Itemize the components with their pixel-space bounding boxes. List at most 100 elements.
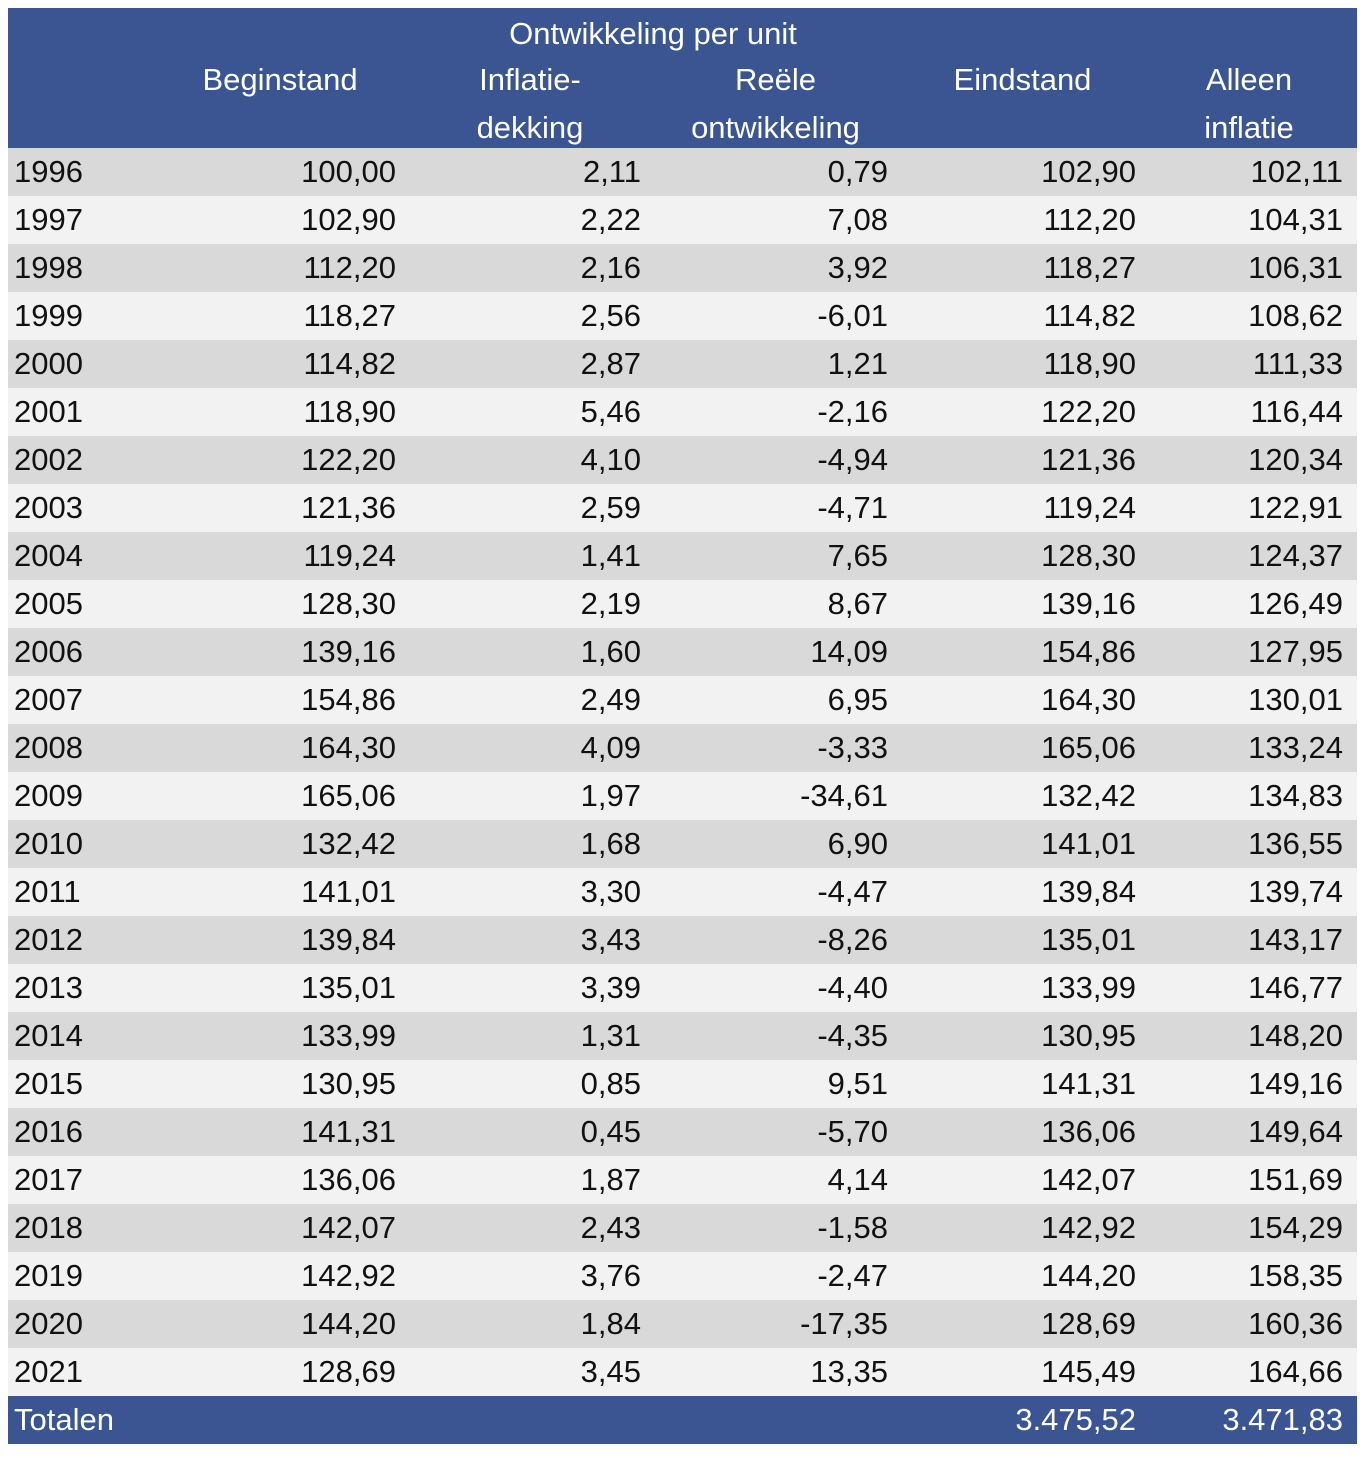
- cell-alleen-inflatie: 134,83: [1248, 778, 1343, 813]
- cell-eindstand: 118,27: [1043, 250, 1136, 285]
- cell-reele-ontwikkeling: 6,95: [827, 682, 888, 717]
- footer-eind-total: 3.475,52: [1015, 1402, 1136, 1437]
- header-eindstand: Eindstand: [953, 62, 1092, 97]
- cell-eindstand: 141,31: [1041, 1066, 1136, 1101]
- cell-alleen-inflatie: 108,62: [1248, 298, 1343, 333]
- cell-reele-ontwikkeling: 0,79: [827, 154, 888, 189]
- cell-alleen-inflatie: 124,37: [1248, 538, 1343, 573]
- cell-beginstand: 102,90: [301, 202, 396, 237]
- cell-reele-ontwikkeling: 7,65: [827, 538, 888, 573]
- cell-reele-ontwikkeling: -2,47: [817, 1258, 888, 1293]
- table-row: 2004 119,24 1,41 7,65 128,30 124,37: [8, 532, 1357, 580]
- cell-beginstand: 119,24: [303, 538, 396, 573]
- cell-reele-ontwikkeling: 8,67: [827, 586, 888, 621]
- table-row: 1996 100,00 2,11 0,79 102,90 102,11: [8, 148, 1357, 196]
- cell-inflatie-dekking: 2,43: [580, 1210, 641, 1245]
- cell-reele-ontwikkeling: -2,16: [817, 394, 888, 429]
- table-row: 2000 114,82 2,87 1,21 118,90 111,33: [8, 340, 1357, 388]
- cell-inflatie-dekking: 2,56: [580, 298, 641, 333]
- cell-year: 2016: [14, 1114, 83, 1149]
- cell-beginstand: 130,95: [301, 1066, 396, 1101]
- table-row: 2018 142,07 2,43 -1,58 142,92 154,29: [8, 1204, 1357, 1252]
- cell-alleen-inflatie: 158,35: [1248, 1258, 1343, 1293]
- table-row: 2019 142,92 3,76 -2,47 144,20 158,35: [8, 1252, 1357, 1300]
- cell-reele-ontwikkeling: -1,58: [817, 1210, 888, 1245]
- table-row: 2017 136,06 1,87 4,14 142,07 151,69: [8, 1156, 1357, 1204]
- cell-beginstand: 121,36: [301, 490, 396, 525]
- cell-inflatie-dekking: 1,68: [580, 826, 641, 861]
- cell-reele-ontwikkeling: -34,61: [800, 778, 888, 813]
- cell-reele-ontwikkeling: -3,33: [817, 730, 888, 765]
- table-row: 1998 112,20 2,16 3,92 118,27 106,31: [8, 244, 1357, 292]
- table-row: 2010 132,42 1,68 6,90 141,01 136,55: [8, 820, 1357, 868]
- cell-beginstand: 164,30: [301, 730, 396, 765]
- cell-reele-ontwikkeling: -4,94: [817, 442, 888, 477]
- cell-alleen-inflatie: 116,44: [1250, 394, 1343, 429]
- cell-eindstand: 144,20: [1041, 1258, 1136, 1293]
- cell-eindstand: 165,06: [1041, 730, 1136, 765]
- table-footer: Totalen 3.475,52 3.471,83: [8, 1396, 1357, 1444]
- data-table: Ontwikkeling per unit Beginstand Inflati…: [8, 8, 1357, 1444]
- cell-reele-ontwikkeling: 6,90: [827, 826, 888, 861]
- cell-year: 2019: [14, 1258, 83, 1293]
- table-row: 2009 165,06 1,97 -34,61 132,42 134,83: [8, 772, 1357, 820]
- cell-eindstand: 112,20: [1043, 202, 1136, 237]
- cell-beginstand: 144,20: [301, 1306, 396, 1341]
- cell-alleen-inflatie: 148,20: [1248, 1018, 1343, 1053]
- cell-beginstand: 132,42: [301, 826, 396, 861]
- cell-beginstand: 118,27: [303, 298, 396, 333]
- table-body: 1996 100,00 2,11 0,79 102,90 102,11 1997 102,90…: [8, 148, 1357, 1396]
- cell-year: 2018: [14, 1210, 83, 1245]
- cell-eindstand: 139,16: [1041, 586, 1136, 621]
- cell-alleen-inflatie: 130,01: [1248, 682, 1343, 717]
- cell-year: 2006: [14, 634, 83, 669]
- cell-reele-ontwikkeling: -4,71: [817, 490, 888, 525]
- cell-eindstand: 141,01: [1041, 826, 1136, 861]
- cell-alleen-inflatie: 104,31: [1248, 202, 1343, 237]
- cell-inflatie-dekking: 1,84: [580, 1306, 641, 1341]
- cell-eindstand: 121,36: [1041, 442, 1136, 477]
- cell-inflatie-dekking: 2,49: [580, 682, 641, 717]
- cell-alleen-inflatie: 139,74: [1248, 874, 1343, 909]
- cell-year: 2015: [14, 1066, 83, 1101]
- cell-eindstand: 128,69: [1041, 1306, 1136, 1341]
- cell-eindstand: 142,92: [1041, 1210, 1136, 1245]
- cell-year: 2001: [14, 394, 83, 429]
- cell-inflatie-dekking: 1,87: [580, 1162, 641, 1197]
- cell-reele-ontwikkeling: 9,51: [827, 1066, 888, 1101]
- cell-year: 1997: [14, 202, 83, 237]
- cell-beginstand: 142,92: [301, 1258, 396, 1293]
- cell-inflatie-dekking: 5,46: [580, 394, 641, 429]
- table-row: 2007 154,86 2,49 6,95 164,30 130,01: [8, 676, 1357, 724]
- cell-reele-ontwikkeling: 4,14: [827, 1162, 888, 1197]
- table-row: 2020 144,20 1,84 -17,35 128,69 160,36: [8, 1300, 1357, 1348]
- header-beginstand: Beginstand: [202, 62, 358, 97]
- table-row: 2012 139,84 3,43 -8,26 135,01 143,17: [8, 916, 1357, 964]
- cell-inflatie-dekking: 4,10: [580, 442, 641, 477]
- cell-alleen-inflatie: 146,77: [1248, 970, 1343, 1005]
- cell-year: 2011: [14, 874, 81, 909]
- cell-year: 2000: [14, 346, 83, 381]
- cell-eindstand: 102,90: [1041, 154, 1136, 189]
- cell-beginstand: 128,69: [301, 1354, 396, 1389]
- table-row: 2016 141,31 0,45 -5,70 136,06 149,64: [8, 1108, 1357, 1156]
- cell-reele-ontwikkeling: -4,47: [817, 874, 888, 909]
- cell-inflatie-dekking: 1,41: [580, 538, 641, 573]
- cell-eindstand: 132,42: [1041, 778, 1136, 813]
- table-row: 2006 139,16 1,60 14,09 154,86 127,95: [8, 628, 1357, 676]
- group-title: Ontwikkeling per unit: [509, 16, 797, 51]
- cell-eindstand: 145,49: [1041, 1354, 1136, 1389]
- cell-beginstand: 141,31: [301, 1114, 396, 1149]
- cell-alleen-inflatie: 160,36: [1248, 1306, 1343, 1341]
- table-row: 2008 164,30 4,09 -3,33 165,06 133,24: [8, 724, 1357, 772]
- header-inflatie-line1: Inflatie-: [479, 62, 581, 97]
- cell-beginstand: 142,07: [301, 1210, 396, 1245]
- cell-alleen-inflatie: 164,66: [1248, 1354, 1343, 1389]
- cell-year: 2009: [14, 778, 83, 813]
- cell-alleen-inflatie: 127,95: [1248, 634, 1343, 669]
- cell-year: 2002: [14, 442, 83, 477]
- table-row: 1997 102,90 2,22 7,08 112,20 104,31: [8, 196, 1357, 244]
- cell-beginstand: 128,30: [301, 586, 396, 621]
- cell-reele-ontwikkeling: -4,40: [817, 970, 888, 1005]
- cell-eindstand: 142,07: [1041, 1162, 1136, 1197]
